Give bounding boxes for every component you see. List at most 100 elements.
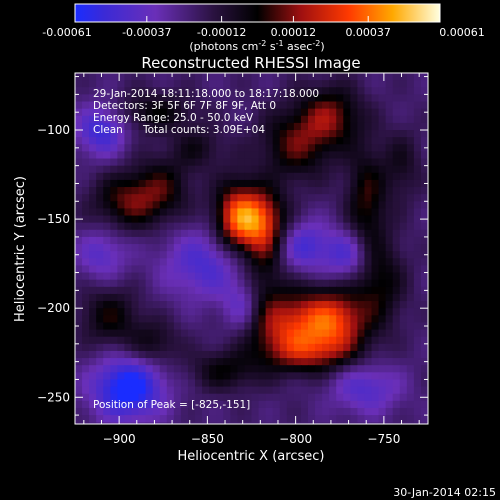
- heatmap-cell: [159, 350, 168, 359]
- heatmap-cell: [117, 315, 126, 324]
- heatmap-cell: [420, 208, 428, 217]
- heatmap-cell: [286, 393, 295, 402]
- heatmap-cell: [265, 137, 274, 145]
- heatmap-cell: [307, 122, 316, 131]
- heatmap-cell: [258, 315, 267, 324]
- heatmap-cell: [180, 358, 189, 366]
- heatmap-cell: [371, 87, 380, 95]
- heatmap-cell: [336, 94, 344, 103]
- heatmap-cell: [82, 130, 90, 138]
- heatmap-cell: [315, 94, 323, 103]
- heatmap-cell: [173, 258, 182, 267]
- heatmap-cell: [195, 350, 203, 359]
- heatmap-cell: [138, 179, 147, 188]
- heatmap-cell: [152, 329, 161, 338]
- heatmap-cell: [392, 336, 401, 345]
- heatmap-cell: [406, 386, 415, 395]
- heatmap-cell: [187, 158, 196, 167]
- heatmap-cell: [406, 94, 415, 103]
- heatmap-cell: [131, 272, 140, 281]
- heatmap-cell: [216, 229, 224, 238]
- heatmap-cell: [329, 407, 337, 416]
- heatmap-cell: [244, 400, 253, 409]
- heatmap-cell: [166, 165, 175, 174]
- heatmap-cell: [244, 386, 253, 395]
- heatmap-cell: [166, 279, 175, 288]
- heatmap-cell: [230, 308, 238, 316]
- heatmap-cell: [110, 393, 118, 402]
- heatmap-cell: [329, 201, 337, 210]
- heatmap-cell: [230, 365, 238, 373]
- heatmap-cell: [237, 122, 246, 131]
- heatmap-cell: [399, 229, 408, 238]
- heatmap-cell: [315, 101, 323, 110]
- heatmap-cell: [237, 236, 246, 245]
- heatmap-cell: [237, 286, 246, 295]
- heatmap-cell: [357, 386, 366, 395]
- heatmap-cell: [187, 258, 196, 267]
- heatmap-cell: [300, 400, 309, 409]
- heatmap-cell: [89, 358, 97, 366]
- heatmap-cell: [300, 422, 309, 424]
- heatmap-cell: [279, 108, 288, 117]
- heatmap-cell: [406, 115, 415, 124]
- heatmap-cell: [82, 372, 90, 381]
- heatmap-cell: [322, 279, 330, 288]
- heatmap-cell: [180, 137, 189, 145]
- heatmap-cell: [195, 144, 203, 152]
- heatmap-cell: [159, 222, 168, 231]
- heatmap-cell: [350, 94, 358, 103]
- heatmap-cell: [209, 208, 217, 217]
- heatmap-cell: [279, 179, 288, 188]
- heatmap-cell: [159, 244, 168, 252]
- heatmap-cell: [357, 293, 366, 302]
- heatmap-cell: [279, 165, 288, 174]
- heatmap-cell: [195, 208, 203, 217]
- heatmap-cell: [378, 329, 387, 338]
- heatmap-cell: [293, 122, 302, 131]
- heatmap-cell: [258, 386, 267, 395]
- heatmap-cell: [392, 422, 401, 424]
- heatmap-cell: [82, 286, 90, 295]
- heatmap-cell: [96, 87, 104, 95]
- heatmap-cell: [230, 244, 238, 252]
- heatmap-cell: [279, 172, 288, 181]
- heatmap-cell: [103, 201, 111, 210]
- heatmap-cell: [117, 293, 126, 302]
- heatmap-cell: [343, 293, 351, 302]
- heatmap-cell: [300, 315, 309, 324]
- heatmap-cell: [216, 393, 224, 402]
- heatmap-cell: [399, 358, 408, 366]
- heatmap-cell: [117, 343, 126, 352]
- heatmap-cell: [138, 158, 147, 167]
- heatmap-cell: [180, 350, 189, 359]
- heatmap-cell: [329, 293, 337, 302]
- heatmap-cell: [117, 80, 126, 88]
- heatmap-cell: [216, 158, 224, 167]
- heatmap-cell: [265, 322, 274, 331]
- heatmap-cell: [195, 222, 203, 231]
- heatmap-cell: [272, 386, 281, 395]
- heatmap-cell: [322, 172, 330, 181]
- heatmap-cell: [82, 80, 90, 88]
- heatmap-cell: [350, 293, 358, 302]
- heatmap-cell: [216, 251, 224, 259]
- heatmap-cell: [364, 73, 373, 81]
- heatmap-cell: [251, 158, 260, 167]
- heatmap-cell: [413, 365, 422, 373]
- heatmap-cell: [272, 194, 281, 202]
- heatmap-cell: [75, 336, 83, 345]
- heatmap-cell: [145, 393, 154, 402]
- heatmap-cell: [75, 329, 83, 338]
- heatmap-cell: [82, 101, 90, 110]
- heatmap-cell: [420, 122, 428, 131]
- heatmap-cell: [180, 187, 189, 195]
- heatmap-cell: [131, 151, 140, 160]
- heatmap-cell: [244, 115, 253, 124]
- heatmap-cell: [173, 336, 182, 345]
- heatmap-cell: [322, 229, 330, 238]
- heatmap-cell: [251, 308, 260, 316]
- heatmap-cell: [378, 208, 387, 217]
- heatmap-cell: [322, 201, 330, 210]
- heatmap-cell: [378, 158, 387, 167]
